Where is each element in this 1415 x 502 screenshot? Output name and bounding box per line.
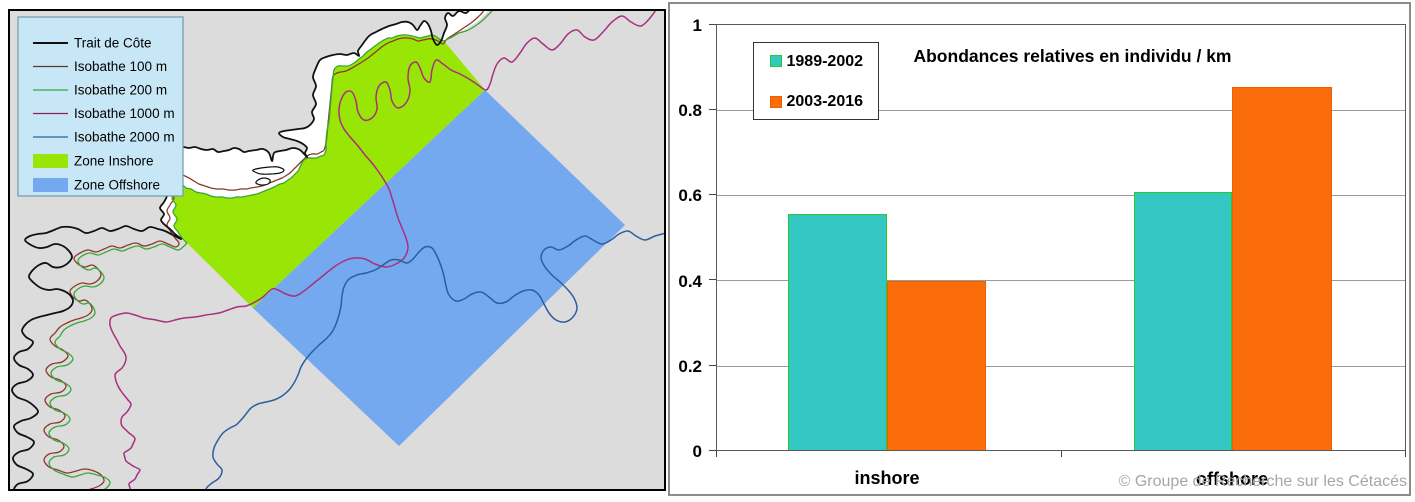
svg-text:Isobathe 200 m: Isobathe 200 m	[74, 83, 167, 98]
svg-text:Zone Inshore: Zone Inshore	[74, 154, 154, 169]
svg-text:Zone Offshore: Zone Offshore	[74, 178, 160, 193]
svg-text:Isobathe 2000 m: Isobathe 2000 m	[74, 130, 175, 145]
svg-text:Isobathe 1000 m: Isobathe 1000 m	[74, 106, 175, 121]
svg-text:Isobathe 100 m: Isobathe 100 m	[74, 59, 167, 74]
svg-text:Trait de Côte: Trait de Côte	[74, 36, 152, 51]
